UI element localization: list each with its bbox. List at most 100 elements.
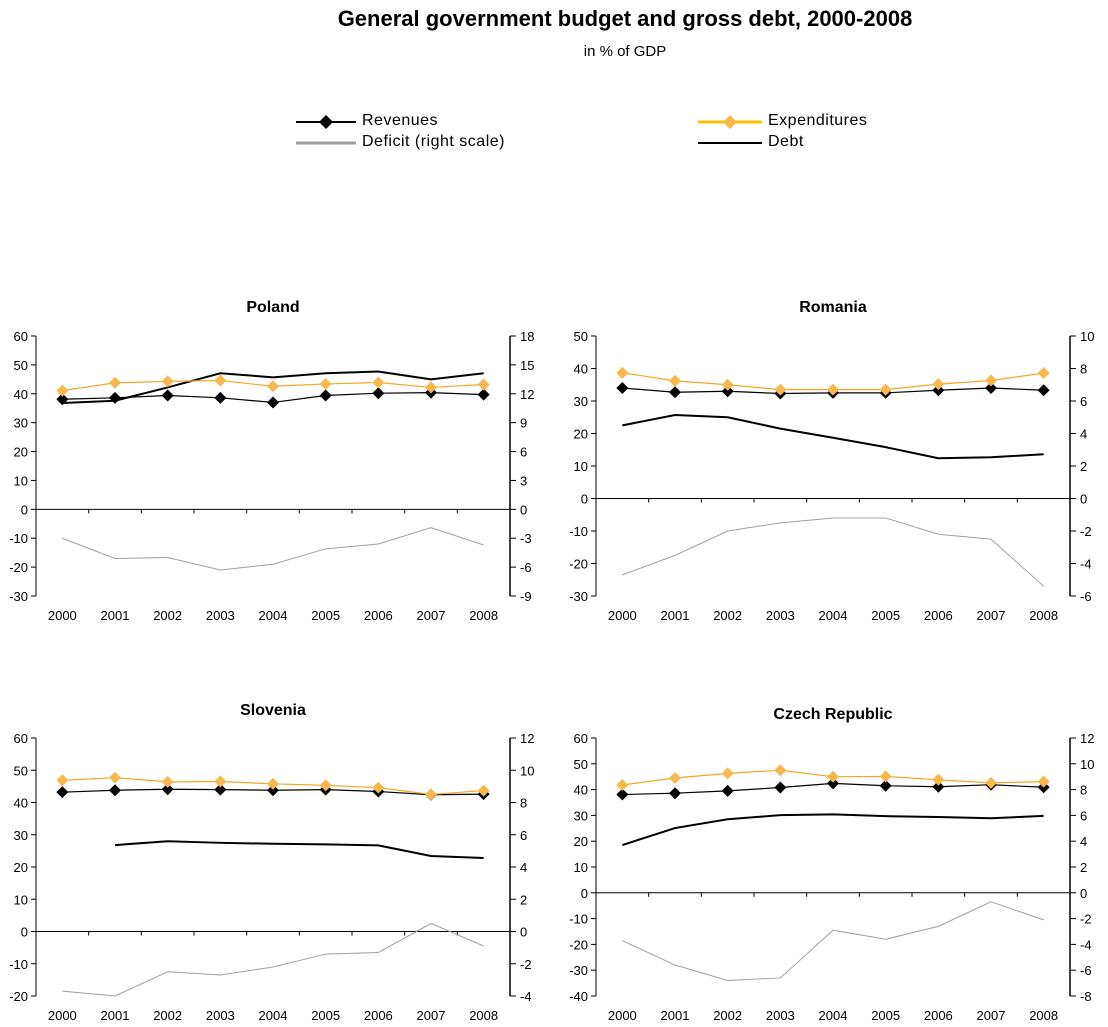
romania-x-tick-label: 2005 [871,608,900,623]
czech-republic-revenues-point [932,780,945,793]
legend-revenues-marker [319,115,333,129]
poland-x-tick-label: 2001 [101,608,130,623]
poland-right-tick-label: -9 [520,589,532,604]
poland-revenues-point [477,388,490,401]
slovenia-right-tick-label: 4 [520,860,527,875]
poland-x-tick-label: 2004 [259,608,288,623]
romania-x-tick-label: 2000 [608,608,637,623]
czech-republic-right-tick-label: 2 [1080,860,1087,875]
czech-republic-left-tick-label: -10 [569,912,588,927]
slovenia-revenues-point [56,786,69,799]
slovenia-left-tick-label: 50 [14,763,28,778]
poland-left-tick-label: 60 [14,329,28,344]
poland-expenditures-point [372,376,385,389]
poland-left-tick-label: 40 [14,387,28,402]
page-title: General government budget and gross debt… [337,6,913,31]
czech-republic-expenditures-point [1037,775,1050,788]
romania-x-tick-label: 2008 [1029,608,1058,623]
slovenia-left-tick-label: 30 [14,828,28,843]
romania-expenditures-point [1037,367,1050,380]
czech-republic-expenditures-point [879,770,892,783]
romania-expenditures-point [879,383,892,396]
czech-republic-deficit-line [622,901,1044,982]
romania-revenues-point [985,382,997,394]
poland-revenues-point [109,391,121,404]
czech-republic-left-tick-label: 10 [574,860,588,875]
poland-left-tick-label: -30 [9,589,28,604]
poland-expenditures-point [161,375,174,388]
czech-republic-right-tick-label: 6 [1080,808,1087,823]
poland-left-tick-label: -20 [9,560,28,575]
poland-revenues-point [161,389,174,402]
romania-debt-line [622,413,1044,460]
romania-expenditures-point [932,378,945,391]
czech-republic-left-tick-label: -20 [569,937,588,952]
legend-revenues-label: Revenues [362,112,439,129]
romania-left-tick-label: 0 [581,492,588,507]
legend: Revenues Expenditures Deficit (right sca… [0,0,1108,200]
czech-republic-expenditures-point [721,767,734,780]
poland-right-tick-label: 3 [520,473,527,488]
czech-republic-revenues-point [616,788,629,801]
slovenia-right-tick-label: 12 [520,731,534,746]
poland-right-tick-label: 9 [520,416,527,431]
czech-republic-x-tick-label: 2003 [766,1008,795,1023]
slovenia-left-tick-label: 0 [21,925,28,940]
czech-republic-x-tick-label: 2001 [661,1008,690,1023]
poland-expenditures-point [477,378,490,391]
poland-deficit-line [62,527,484,571]
romania-revenues-point [616,382,629,394]
czech-republic-x-tick-label: 2006 [924,1008,953,1023]
romania-expenditures-point [774,383,787,396]
poland-right-tick-label: 6 [520,445,527,460]
legend-debt-label: Debt [768,133,804,150]
poland-x-tick-label: 2006 [364,608,393,623]
czech-republic-revenues-point [827,777,839,790]
slovenia-x-tick-label: 2000 [48,1008,77,1023]
poland-revenues-point [267,396,279,409]
slovenia-left-tick-label: -10 [9,957,28,972]
czech-republic-expenditures-point [616,778,629,791]
czech-republic-x-tick-label: 2005 [871,1008,900,1023]
slovenia-debt-line [114,840,484,859]
poland-expenditures-point [425,381,437,394]
czech-republic-revenues-point [879,779,892,792]
slovenia-left-tick-label: 20 [14,860,28,875]
poland-expenditures-point [109,376,121,389]
czech-republic-right-tick-label: -6 [1080,963,1092,978]
czech-republic-right-tick-label: -4 [1080,937,1092,952]
romania-right-tick-label: 8 [1080,362,1087,377]
page-subtitle: in % of GDP [583,43,667,60]
slovenia-left-tick-label: 10 [14,892,28,907]
poland-right-tick-label: 12 [520,387,534,402]
slovenia-x-tick-label: 2001 [101,1008,130,1023]
legend-swatches [296,115,762,145]
romania-expenditures-point [669,374,681,387]
poland-left-tick-label: -10 [9,531,28,546]
romania-x-tick-label: 2004 [819,608,848,623]
slovenia-right-tick-label: 2 [520,892,527,907]
romania-right-tick-label: -6 [1080,589,1092,604]
romania-right-tick-label: 4 [1080,427,1087,442]
slovenia-expenditures-point [372,781,385,794]
romania-right-tick-label: 10 [1080,329,1094,344]
romania-x-tick-label: 2006 [924,608,953,623]
slovenia-expenditures-point [267,777,279,790]
czech-republic-x-tick-label: 2008 [1029,1008,1058,1023]
poland-right-tick-label: -3 [520,531,532,546]
romania-expenditures-point [827,383,839,396]
poland-left-tick-label: 20 [14,445,28,460]
poland-right-tick-label: 18 [520,329,534,344]
czech-republic-left-tick-label: 60 [574,731,588,746]
poland-x-tick-label: 2000 [48,608,77,623]
slovenia-expenditures-point [425,788,437,801]
romania-right-tick-label: -2 [1080,524,1092,539]
romania-left-tick-label: -20 [569,557,588,572]
romania-right-tick-label: 2 [1080,459,1087,474]
czech-republic-right-tick-label: 0 [1080,886,1087,901]
slovenia-expenditures-point [109,771,121,784]
romania-left-tick-label: 10 [574,459,588,474]
poland-x-tick-label: 2003 [206,608,235,623]
slovenia-x-tick-label: 2006 [364,1008,393,1023]
poland-right-tick-label: -6 [520,560,532,575]
